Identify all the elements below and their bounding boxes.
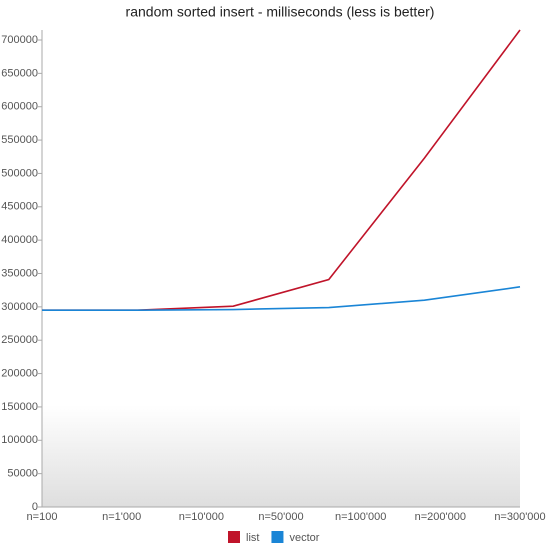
y-tick-label: 0 xyxy=(32,501,38,513)
x-tick-label: n=100'000 xyxy=(335,511,386,523)
legend-label: list xyxy=(246,532,259,544)
legend-swatch xyxy=(228,531,240,543)
y-tick-label: 100000 xyxy=(1,434,38,446)
y-tick-label: 450000 xyxy=(1,201,38,213)
y-tick-label: 600000 xyxy=(1,101,38,113)
y-tick-label: 250000 xyxy=(1,334,38,346)
y-tick-label: 150000 xyxy=(1,401,38,413)
legend-label: vector xyxy=(289,532,319,544)
x-tick-label: n=200'000 xyxy=(415,511,466,523)
y-tick-label: 400000 xyxy=(1,234,38,246)
y-tick-label: 500000 xyxy=(1,167,38,179)
x-tick-label: n=300'000 xyxy=(494,511,545,523)
series-line xyxy=(42,286,521,311)
series-line xyxy=(42,29,521,311)
x-tick-label: n=100 xyxy=(27,511,58,523)
y-tick-label: 700000 xyxy=(1,34,38,46)
y-tick-label: 300000 xyxy=(1,301,38,313)
plot-shade xyxy=(42,405,520,507)
y-tick-label: 50000 xyxy=(7,468,38,480)
legend-swatch xyxy=(271,531,284,543)
x-tick-label: n=50'000 xyxy=(258,511,303,523)
y-tick-label: 350000 xyxy=(1,267,38,279)
y-tick-label: 200000 xyxy=(1,367,38,379)
x-tick-label: n=1'000 xyxy=(102,511,141,523)
y-tick-label: 550000 xyxy=(1,134,38,146)
y-tick-label: 650000 xyxy=(1,67,38,79)
x-tick-label: n=10'000 xyxy=(179,511,224,523)
chart-title: random sorted insert - milliseconds (les… xyxy=(126,4,435,20)
